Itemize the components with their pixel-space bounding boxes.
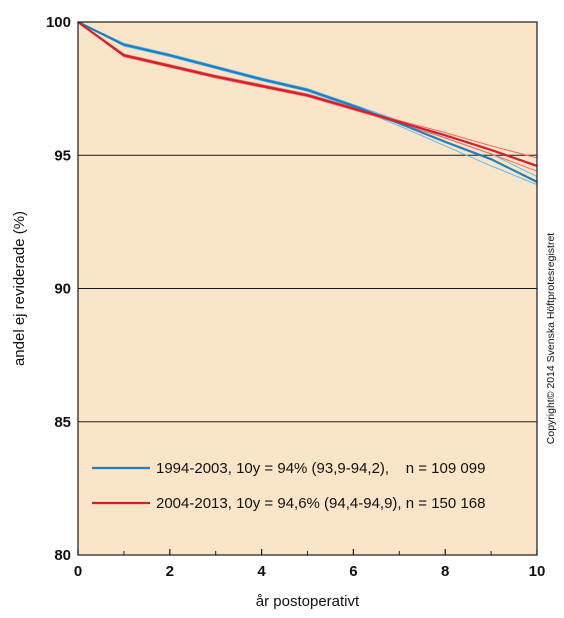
x-tick-label-0: 0: [74, 563, 82, 580]
legend: 1994-2003, 10y = 94% (93,9-94,2), n = 10…: [92, 460, 485, 512]
series-layer: [77, 21, 538, 186]
x-tick-label-8: 8: [441, 563, 449, 580]
y-tick-label-85: 85: [54, 414, 71, 431]
y-tick-label-95: 95: [54, 147, 71, 164]
series-2-ci-low: [77, 21, 538, 172]
series-1-ci-low: [77, 21, 538, 186]
copyright-annotation: Copyright© 2014 Svenska Höftprotesregist…: [545, 233, 557, 445]
y-tick-label-100: 100: [46, 14, 71, 31]
series-2-ci-high: [77, 21, 538, 159]
x-tick-label-6: 6: [349, 563, 357, 580]
series-1-line: [77, 21, 538, 183]
x-tick-label-4: 4: [257, 563, 266, 580]
series-2-line: [77, 21, 538, 167]
x-axis-title: år postoperativt: [256, 593, 360, 610]
y-tick-label-80: 80: [54, 547, 71, 564]
x-tick-label-2: 2: [166, 563, 174, 580]
y-tick-label-90: 90: [54, 281, 71, 298]
y-axis-title: andel ej reviderade (%): [11, 211, 28, 366]
legend-label-2: 2004-2013, 10y = 94,6% (94,4-94,9), n = …: [156, 495, 485, 512]
tick-layer: 0 2 4 6 8 10 100 95 90 85 80: [46, 14, 545, 580]
x-tick-label-10: 10: [529, 563, 546, 580]
legend-label-1: 1994-2003, 10y = 94% (93,9-94,2), n = 10…: [156, 460, 485, 477]
